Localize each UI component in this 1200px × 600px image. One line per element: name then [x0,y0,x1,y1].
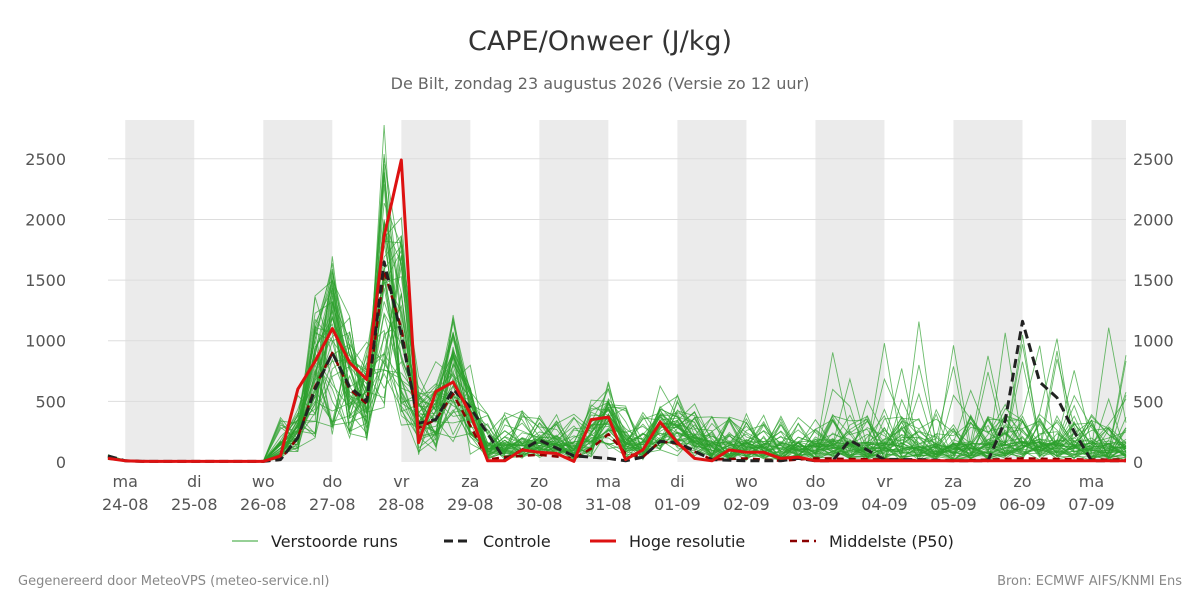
x-tick-day: za [944,472,962,491]
x-tick-date: 04-09 [861,495,908,514]
x-tick-day: wo [252,472,275,491]
x-tick-day: zo [530,472,548,491]
y-tick-label-right: 2000 [1133,210,1174,229]
legend-hoge-resolutie-label: Hoge resolutie [629,532,745,551]
ensemble-run-line [107,219,1127,462]
legend: Verstoorde runs Controle Hoge resolutie Mid… [232,532,954,551]
x-tick-date: 01-09 [654,495,701,514]
y-tick-label-left: 1000 [25,332,66,351]
shaded-day-band [125,120,195,462]
footer-source: Bron: ECMWF AIFS/KNMI Ens [997,574,1182,589]
x-tick-date: 26-08 [240,495,287,514]
x-tick-day: za [461,472,479,491]
weekend-shading [125,120,1126,462]
chart-title: CAPE/Onweer (J/kg) [468,26,732,57]
x-tick-date: 25-08 [171,495,218,514]
x-tick-day: wo [735,472,758,491]
y-tick-label-right: 0 [1133,453,1143,472]
y-tick-label-left: 500 [35,392,66,411]
shaded-day-band [539,120,609,462]
y-tick-label-right: 1000 [1133,332,1174,351]
x-tick-date: 07-09 [1068,495,1115,514]
y-tick-label-right: 500 [1133,392,1164,411]
x-tick-date: 06-09 [999,495,1046,514]
legend-p50-label: Middelste (P50) [829,532,954,551]
shaded-day-band [677,120,747,462]
x-tick-date: 31-08 [585,495,632,514]
footer-credit: Gegenereerd door MeteoVPS (meteo-service… [18,574,329,589]
x-tick-date: 05-09 [930,495,977,514]
y-tick-label-right: 2500 [1133,150,1174,169]
grid-lines [108,158,1126,402]
y-tick-label-left: 2500 [25,150,66,169]
legend-controle-label: Controle [483,532,551,551]
x-tick-day: do [322,472,342,491]
x-tick-day: zo [1013,472,1031,491]
chart-subtitle: De Bilt, zondag 23 augustus 2026 (Versie… [391,74,810,93]
main-series [107,158,1126,463]
x-tick-day: do [805,472,825,491]
x-tick-date: 27-08 [309,495,356,514]
y-tick-label-left: 1500 [25,271,66,290]
x-tick-day: ma [1079,472,1104,491]
shaded-day-band [815,120,885,462]
x-tick-date: 29-08 [447,495,494,514]
y-tick-label-left: 2000 [25,210,66,229]
shaded-day-band [1091,120,1126,462]
x-tick-date: 03-09 [792,495,839,514]
x-tick-day: ma [596,472,621,491]
x-tick-date: 02-09 [723,495,770,514]
x-tick-day: vr [393,472,409,491]
x-tick-day: ma [113,472,138,491]
legend-verstoorde-runs-label: Verstoorde runs [271,532,398,551]
x-tick-day: di [187,472,202,491]
y-tick-label-right: 1500 [1133,271,1174,290]
axis-labels: 0 0 500 500 1000 1000 1500 1500 2000 2000 2500 2500… [25,150,1173,514]
x-tick-date: 30-08 [516,495,563,514]
x-tick-day: di [670,472,685,491]
hoge-resolutie-line [107,158,1126,463]
x-tick-date: 24-08 [102,495,149,514]
y-tick-label-left: 0 [56,453,66,472]
x-tick-day: vr [876,472,892,491]
x-tick-date: 28-08 [378,495,425,514]
